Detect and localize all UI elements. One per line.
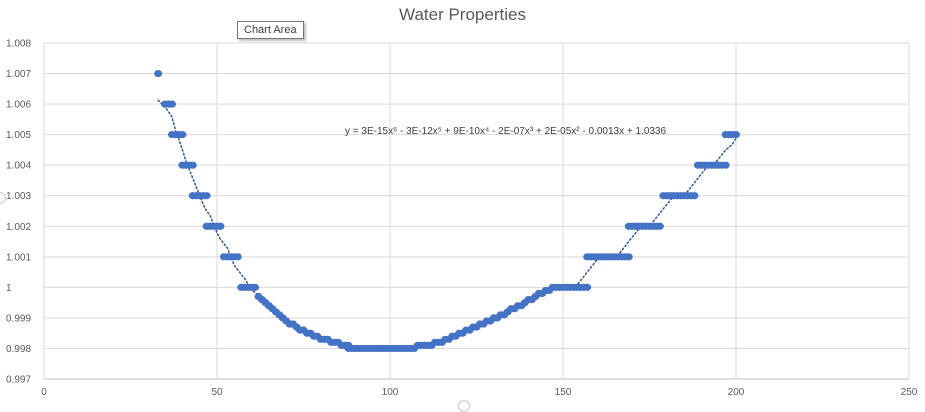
- y-tick-label: 1.008: [6, 39, 31, 50]
- data-point[interactable]: [168, 100, 177, 108]
- data-point[interactable]: [721, 161, 730, 169]
- trendline-equation: y = 3E-15x⁶ - 3E-12x⁵ + 9E-10x⁴ - 2E-07x…: [345, 126, 666, 137]
- data-point[interactable]: [655, 222, 664, 230]
- data-point[interactable]: [154, 69, 163, 78]
- data-point[interactable]: [188, 161, 197, 169]
- data-point[interactable]: [583, 283, 592, 291]
- y-tick-label: 1.001: [6, 252, 31, 263]
- y-tick-label: 0.999: [6, 313, 31, 324]
- y-tick-label: 0.998: [6, 344, 31, 355]
- x-tick-label: 150: [555, 387, 572, 398]
- x-tick-label: 50: [211, 387, 223, 398]
- x-tick-label: 250: [901, 387, 918, 398]
- y-tick-label: 1.007: [6, 69, 31, 80]
- y-tick-label: 1.002: [6, 222, 31, 233]
- axis-tick-labels: 0.997 0.998 0.999 1 1.001 1.002 1.003 1.004 1.00…: [6, 39, 918, 399]
- y-tick-label: 1: [6, 283, 12, 294]
- y-tick-label: 1.005: [6, 130, 31, 141]
- resize-handle-bottom[interactable]: [458, 400, 470, 412]
- y-tick-label: 1.004: [6, 161, 31, 172]
- chart-area-tooltip: Chart Area: [237, 21, 304, 39]
- y-tick-label: 1.006: [6, 100, 31, 111]
- grid-lines: [43, 42, 910, 380]
- x-tick-label: 0: [41, 387, 47, 398]
- data-points[interactable]: [154, 69, 740, 353]
- chart-title: Water Properties: [399, 5, 526, 24]
- data-point[interactable]: [732, 131, 740, 139]
- data-point[interactable]: [216, 222, 225, 230]
- data-point[interactable]: [251, 283, 260, 291]
- y-tick-label: 0.997: [6, 375, 31, 386]
- data-point[interactable]: [178, 131, 187, 139]
- x-tick-label: 100: [382, 387, 399, 398]
- data-point[interactable]: [233, 253, 242, 261]
- data-point[interactable]: [202, 192, 211, 200]
- data-point[interactable]: [690, 192, 699, 200]
- x-tick-label: 200: [728, 387, 745, 398]
- y-tick-label: 1.003: [6, 191, 31, 202]
- data-point[interactable]: [624, 253, 633, 261]
